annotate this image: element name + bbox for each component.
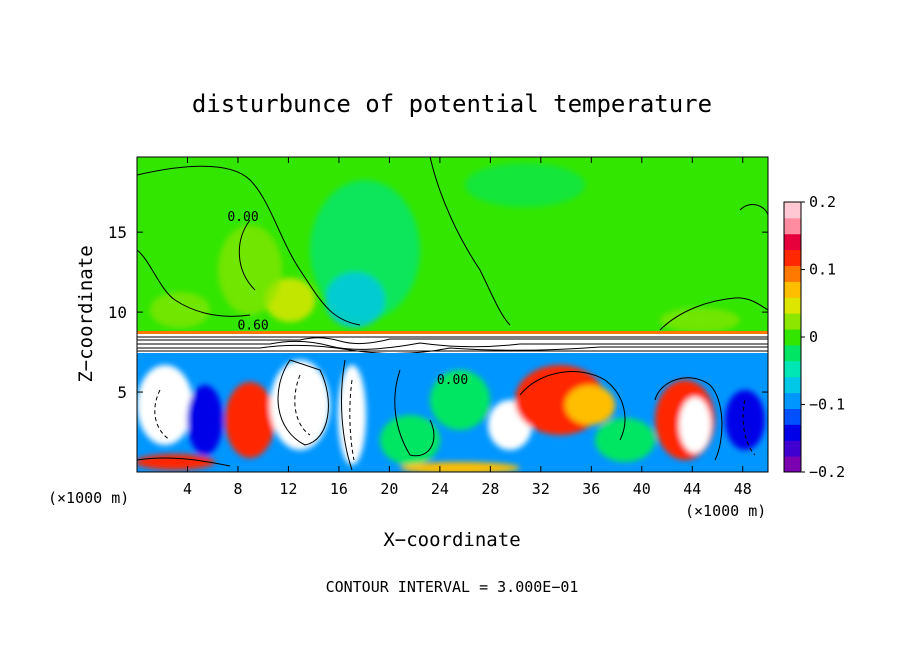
dashed-contour	[294, 374, 311, 436]
contour-label: 0.00	[437, 373, 468, 388]
colorbar-swatch	[784, 456, 801, 473]
contour-line	[340, 359, 353, 471]
x-tick-label: 40	[633, 480, 651, 498]
x-tick-label: 4	[183, 480, 192, 498]
contour-line	[659, 297, 768, 331]
y-axis-title: Z−coordinate	[75, 245, 97, 382]
upper-patch	[218, 225, 282, 315]
lower-patch	[430, 370, 490, 430]
colorbar: 0.2 0.1 0 −0.1 −0.2	[783, 193, 845, 481]
contour-line	[429, 157, 511, 326]
chart-title: disturbunce of potential temperature	[192, 90, 712, 118]
upper-patch	[150, 292, 210, 328]
contour-label: 0.60	[237, 319, 268, 334]
colorbar-swatch	[784, 297, 801, 314]
contour-line	[137, 165, 361, 326]
y-axis: 5 10 15	[108, 223, 768, 402]
dashed-contour	[742, 399, 756, 456]
lower-patch	[595, 418, 655, 462]
contour-line	[654, 377, 723, 461]
contour-line	[137, 249, 251, 317]
x-tick-label: 24	[431, 480, 449, 498]
x-tick-label: 20	[380, 480, 398, 498]
lower-patch	[725, 390, 765, 450]
dashed-contour	[154, 389, 171, 441]
transition-line	[137, 340, 768, 350]
contour-line	[238, 219, 256, 291]
y-tick-label: 15	[108, 223, 127, 242]
colorbar-swatch	[784, 217, 801, 235]
lower-patch	[137, 365, 193, 445]
colorbar-swatch	[784, 281, 801, 298]
plot-area: 0.00 0.60 0.00	[137, 157, 768, 472]
colorbar-tick-label: 0	[809, 328, 818, 346]
colorbar-swatch	[784, 329, 801, 346]
lower-patch	[225, 382, 275, 458]
contour-label: 0.00	[227, 210, 258, 225]
lower-patch	[137, 454, 215, 470]
contour-line	[739, 204, 768, 216]
transition-line	[137, 344, 768, 355]
x-tick-label: 12	[279, 480, 297, 498]
colorbar-tick-label: −0.1	[809, 396, 845, 414]
plot-frame	[136, 156, 769, 473]
x-unit-label: (×1000 m)	[48, 489, 129, 507]
dashed-contours	[154, 374, 756, 461]
colorbar-swatch	[784, 360, 801, 378]
colorbar-swatch	[784, 424, 801, 441]
transition-line	[137, 337, 768, 345]
lower-patch	[270, 360, 330, 450]
x-unit-label-right: (×1000 m)	[685, 502, 766, 520]
colorbar-swatch	[784, 313, 801, 330]
x-tick-label: 36	[582, 480, 600, 498]
x-tick-label: 8	[233, 480, 242, 498]
colorbar-swatch	[784, 408, 801, 425]
colorbar-swatch	[784, 202, 801, 219]
upper-patch	[325, 272, 385, 328]
upper-patch	[660, 308, 740, 332]
dashed-contour	[349, 379, 355, 461]
colorbar-tick-label: 0.1	[809, 261, 836, 279]
x-axis-title: X−coordinate	[383, 529, 520, 551]
x-tick-label: 16	[330, 480, 348, 498]
upper-patch	[465, 163, 585, 207]
warm-line	[137, 331, 768, 334]
contour-line	[277, 359, 329, 446]
colorbar-swatch	[784, 265, 801, 282]
colorbar-swatch	[784, 344, 801, 362]
contour-line	[519, 371, 626, 441]
colorbar-swatch	[784, 392, 801, 409]
colorbar-swatch	[784, 440, 801, 457]
x-axis: 4 8 12 16 20 24 28 32 36 40 44 48	[183, 157, 752, 498]
y-tick-label: 10	[108, 303, 127, 322]
contour-line	[137, 457, 231, 467]
lower-patch	[187, 385, 223, 455]
x-tick-label: 28	[481, 480, 499, 498]
colorbar-swatch	[784, 249, 801, 267]
contour-lines	[137, 157, 768, 471]
colorbar-tick-label: −0.2	[809, 463, 845, 481]
contour-line	[394, 369, 435, 457]
lower-patch	[380, 415, 440, 465]
contour-interval-note: CONTOUR INTERVAL = 3.000E−01	[326, 578, 579, 596]
contour-label-layer: 0.00 0.60 0.00	[227, 210, 468, 388]
y-tick-label: 5	[117, 383, 127, 402]
x-tick-label: 48	[734, 480, 752, 498]
lower-patch	[679, 397, 711, 453]
colorbar-swatch	[784, 376, 801, 394]
x-tick-label: 44	[683, 480, 701, 498]
upper-patches	[150, 163, 740, 332]
lower-patch	[565, 385, 615, 425]
x-tick-label: 32	[532, 480, 550, 498]
colorbar-tick-label: 0.2	[809, 193, 836, 211]
colorbar-swatch	[784, 233, 801, 251]
transition-lines	[137, 336, 768, 355]
